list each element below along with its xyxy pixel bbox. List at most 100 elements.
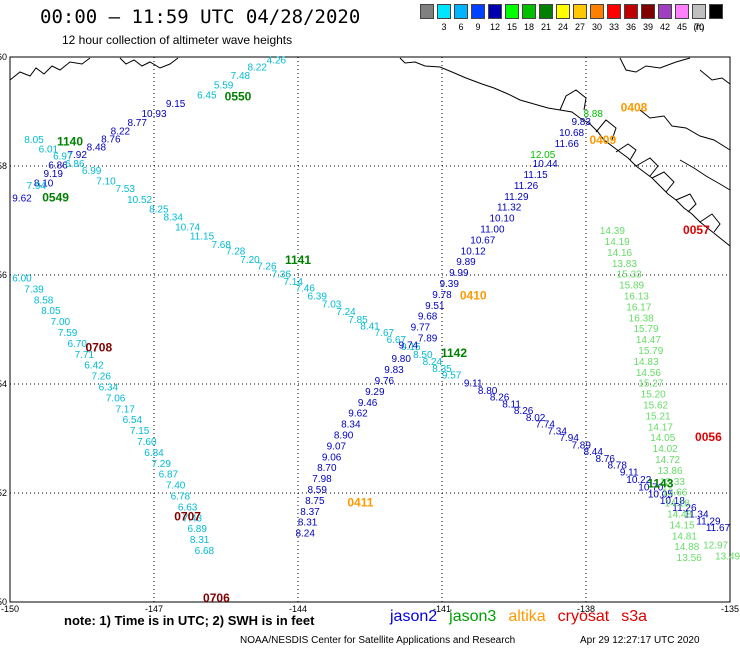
swh-value: 13.49 [715,551,740,562]
pass-time-label: 0549 [42,190,69,204]
scale-swatch [641,4,655,19]
pass-time-label: 1141 [285,253,311,267]
swh-value: 14.81 [672,531,697,542]
swh-value: 14.17 [648,422,673,433]
swh-value: 7.40 [166,481,186,492]
swh-value: 10.05 [648,489,673,500]
scale-swatch [675,4,689,19]
swh-value: 9.06 [322,452,342,463]
scale-label: 42 [659,22,670,32]
swh-value: 10.22 [626,475,651,486]
swh-value: 15.62 [643,401,668,412]
axis-tick-labels: -150 -147 -144 -141 -138 -135 60 58 56 54 52 50 [0,52,739,614]
swh-value: 15.79 [638,346,663,357]
swh-value: 8.25 [149,204,169,215]
swh-value: 9.99 [449,268,469,279]
swh-value: 11.29 [504,192,529,203]
swh-value: 6.68 [195,546,215,557]
pass-time-label: 0707 [174,509,201,523]
scale-label: 36 [625,22,636,32]
swh-value: 15.89 [619,281,644,292]
swh-value: 11.66 [555,139,580,150]
swh-value: 7.71 [75,350,95,361]
lon-tick-label: -141 [433,604,451,614]
swh-value: 14.56 [636,368,661,379]
swh-value: 9.46 [358,398,378,409]
swh-value: 9.77 [411,323,431,334]
scale-label: 21 [540,22,551,32]
swh-value: 7.48 [231,71,251,82]
scale-label: 45 [676,22,687,32]
track-t_1140: 9.1510.938.778.228.768.487.926.869.198.1… [34,99,186,190]
swh-value: 7.03 [322,300,342,311]
scale-swatch [437,4,451,19]
swh-value: 9.39 [439,279,459,290]
scale-swatch [709,4,723,19]
swh-value: 6.87 [159,470,179,481]
swh-value: 6.00 [12,274,32,285]
swh-value: 9.83 [571,117,591,128]
swh-value: 14.15 [669,520,694,531]
swh-value: 7.98 [312,474,332,485]
swh-value: 5.59 [214,81,234,92]
swh-value: 9.83 [384,365,404,376]
swh-value: 8.34 [341,420,361,431]
legend-entry: jason3 [449,608,497,625]
scale-swatch [556,4,570,19]
scale-label: 9 [475,22,481,32]
swh-value: 10.12 [461,246,486,257]
swh-value: 4.26 [267,56,287,67]
lon-tick-label: -150 [1,604,19,614]
footnote: note: 1) Time is in UTC; 2) SWH is in fe… [64,613,315,628]
swh-value: 16.38 [629,313,654,324]
pass-time-label: 0409 [589,133,616,147]
lat-tick-label: 58 [0,161,7,171]
scale-label: 18 [523,22,534,32]
swh-value: 15.27 [638,379,663,390]
scale-label: 6 [458,22,464,32]
swh-value: 9.62 [12,193,32,204]
swh-value: 10.52 [127,195,152,206]
lat-lon-grid [10,57,730,602]
generated-timestamp: Apr 29 12:27:17 UTC 2020 [580,635,700,646]
swh-value: 14.16 [607,248,632,259]
swh-value: 15.33 [617,270,642,281]
swh-value: 7.43 [183,513,203,524]
track-t_0409: 8.88 12.05 [530,109,603,161]
swh-value: 9.15 [166,99,186,110]
swh-value: 14.18 [665,499,690,510]
page-subtitle: 12 hour collection of altimeter wave hei… [62,33,293,47]
swh-value: 11.00 [480,224,505,235]
swh-value: 6.89 [187,524,207,535]
track-t_0708: 6.007.398.588.057.007.596.707.716.427.26… [12,274,214,557]
alaska-coastline [9,57,731,247]
swh-value: 10.67 [470,235,495,246]
scale-label: 12 [489,22,500,32]
swh-value: 8.02 [526,413,546,424]
swh-value: 12.97 [703,541,728,552]
pass-time-label: 1142 [441,346,467,360]
swh-value: 7.74 [535,420,555,431]
swh-value: 11.67 [706,523,731,534]
swh-value: 9.11 [620,468,639,479]
swh-value: 6.70 [67,339,87,350]
swh-value: 8.77 [127,118,147,129]
swh-value: 9.51 [425,301,445,312]
swh-value: 9.76 [375,376,395,387]
swh-value: 8.31 [190,535,210,546]
swh-value: 8.26 [490,392,510,403]
swh-value: 11.26 [514,181,539,192]
swh-value: 8.34 [163,213,183,224]
pass-time-label: 0408 [621,101,648,115]
swh-value: 14.47 [636,335,661,346]
swh-value: 10.93 [141,109,166,120]
swh-value: 7.29 [151,459,171,470]
swh-value: 8.78 [607,460,627,471]
swh-value: 8.41 [360,322,380,333]
swh-value: 13.33 [660,477,685,488]
swh-value: 10.70 [638,482,663,493]
swh-value: 6.84 [144,448,164,459]
swh-value: 8.22 [247,63,267,74]
scale-label: 27 [574,22,585,32]
